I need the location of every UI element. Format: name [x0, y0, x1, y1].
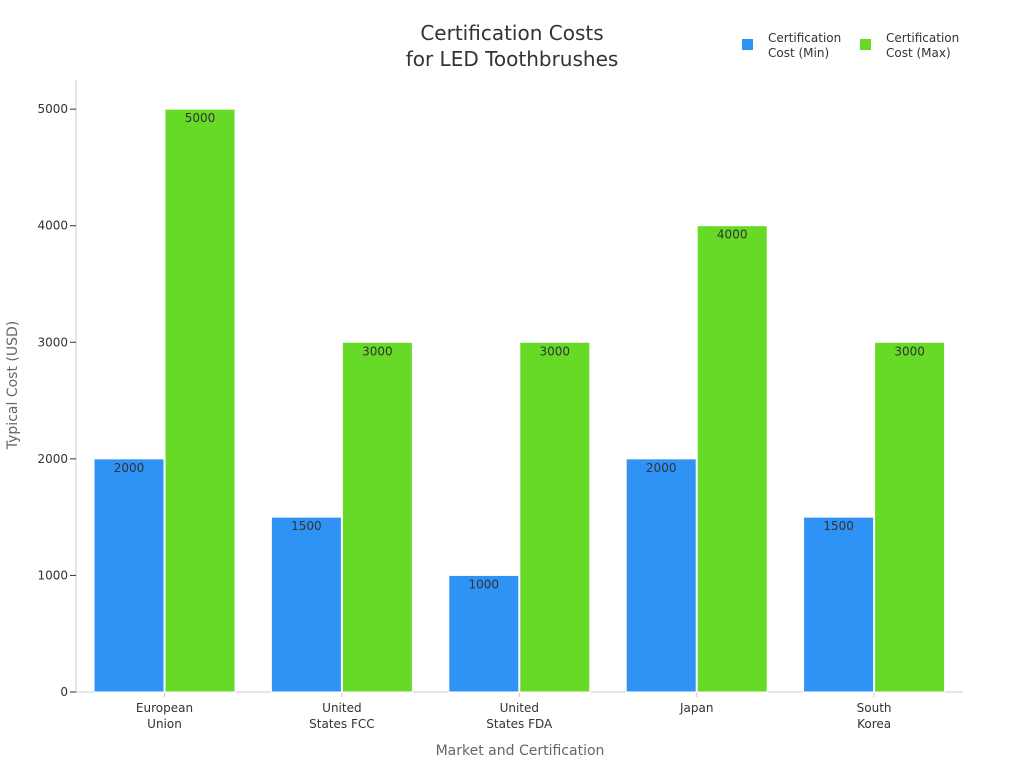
bar-value-label: 1000: [469, 577, 500, 591]
bar-value-label: 2000: [114, 461, 145, 475]
bar-max: [874, 341, 946, 693]
bar-min: [448, 574, 520, 693]
legend-swatch: [860, 39, 871, 50]
chart-title-line: for LED Toothbrushes: [406, 47, 619, 71]
y-tick-label: 4000: [37, 219, 68, 233]
y-tick-label: 1000: [37, 568, 68, 582]
x-tick-label: Japan: [679, 701, 713, 715]
y-tick-label: 5000: [37, 102, 68, 116]
y-tick-label: 0: [60, 685, 68, 699]
legend-label: Cost (Max): [886, 46, 951, 60]
x-tick-label: United: [500, 701, 539, 715]
legend-label: Certification: [886, 31, 959, 45]
x-tick-label: Korea: [857, 717, 891, 731]
bar-value-label: 3000: [894, 344, 925, 358]
bar-max: [696, 225, 768, 693]
bar-max: [164, 108, 236, 693]
y-tick-label: 3000: [37, 335, 68, 349]
bar-min: [270, 516, 342, 693]
bar-value-label: 5000: [185, 111, 216, 125]
chart-axes: 0 1000 2000 3000 4000 5000 European Union United…: [37, 80, 963, 731]
bar-value-label: 3000: [362, 344, 393, 358]
bar-value-label: 3000: [540, 344, 571, 358]
bar-min: [803, 516, 875, 693]
x-axis-title: Market and Certification: [436, 743, 605, 759]
x-tick-label: Union: [147, 717, 182, 731]
bar-max: [341, 341, 413, 693]
bar-max: [519, 341, 591, 693]
legend-label: Certification: [768, 31, 841, 45]
legend-label: Cost (Min): [768, 46, 829, 60]
chart-data-labels: 2000 5000 1500 3000 1000 3000 2000 4000 1500 3000: [114, 111, 925, 591]
x-tick-label: States FDA: [486, 717, 553, 731]
bar-value-label: 1500: [291, 519, 322, 533]
x-tick-label: United: [322, 701, 361, 715]
bar-value-label: 4000: [717, 228, 748, 242]
x-tick-label: South: [857, 701, 892, 715]
legend-swatch: [742, 39, 753, 50]
y-axis-title: Typical Cost (USD): [5, 321, 21, 450]
y-tick-label: 2000: [37, 452, 68, 466]
chart-bars: [93, 108, 946, 693]
bar-value-label: 2000: [646, 461, 677, 475]
bar-min: [625, 458, 697, 693]
x-tick-label: European: [136, 701, 193, 715]
x-tick-label: States FCC: [309, 717, 375, 731]
bar-value-label: 1500: [823, 519, 854, 533]
bar-min: [93, 458, 165, 693]
chart-title-line: Certification Costs: [420, 21, 603, 45]
